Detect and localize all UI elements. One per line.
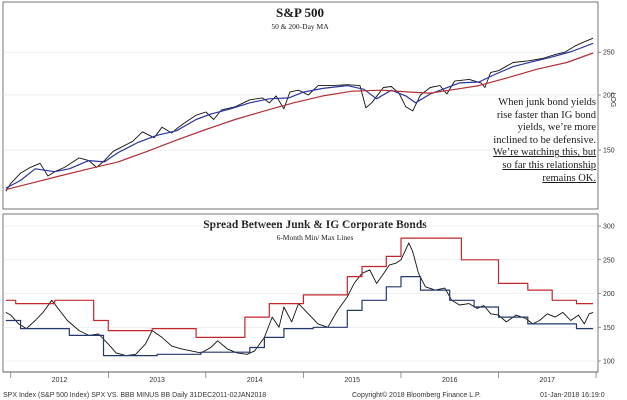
log-axis-label: LOG — [609, 93, 616, 108]
top-series-50-day-ma — [5, 42, 594, 189]
top-chart-subtitle: 50 & 200-Day MA — [271, 22, 329, 31]
annotation-text: When junk bond yields rise faster than I… — [493, 97, 596, 146]
top-y-ticks: 150 200 250 — [598, 50, 615, 155]
bottom-series — [5, 237, 594, 357]
top-panel: S&P 500 50 & 200-Day MA LOG 150 200 250 — [2, 1, 616, 210]
footer-center: Copyright© 2018 Bloomberg Finance L.P. — [352, 391, 481, 399]
bottom-series-6-month-min — [5, 276, 594, 357]
top-tick-label-2: 250 — [603, 50, 615, 57]
top-chart-title: S&P 500 — [276, 5, 324, 20]
bottom-chart-subtitle: 6-Month Min/ Max Lines — [277, 233, 354, 242]
x-axis: 2012 2013 2014 2015 2016 2017 — [3, 371, 598, 384]
annotation-box: When junk bond yields rise faster than I… — [488, 97, 596, 185]
annotation-underlined-text: We’re watching this, but so far this rel… — [493, 147, 596, 184]
x-tick-label-0: 2012 — [52, 377, 68, 384]
bottom-tick-label-0: 100 — [603, 359, 615, 366]
bottom-tick-label-3: 250 — [603, 257, 615, 264]
top-series-price — [5, 37, 594, 192]
footer-left: SPX Index (S&P 500 Index) SPX VS. BBB MI… — [3, 392, 266, 399]
x-tick-label-4: 2016 — [442, 377, 458, 384]
bottom-tick-label-4: 300 — [603, 224, 615, 231]
bottom-series-6-month-max — [5, 237, 594, 338]
bottom-series-spread — [5, 242, 594, 357]
top-tick-label-1: 200 — [603, 92, 615, 99]
x-tick-label-1: 2013 — [149, 377, 165, 384]
top-series-200-day-ma — [5, 52, 594, 191]
bottom-y-ticks: 100 150 200 250 300 — [598, 224, 615, 366]
top-gridlines — [3, 51, 598, 151]
x-tick-label-2: 2014 — [247, 377, 263, 384]
bottom-chart-title: Spread Between Junk & IG Corporate Bonds — [203, 219, 427, 231]
bottom-tick-label-1: 150 — [603, 325, 615, 332]
top-panel-frame — [2, 1, 599, 210]
bottom-panel: Spread Between Junk & IG Corporate Bonds… — [2, 213, 615, 373]
top-series — [5, 37, 594, 192]
footer-right: 01-Jan-2018 16:19:0 — [540, 392, 605, 399]
footer: SPX Index (S&P 500 Index) SPX VS. BBB MI… — [3, 391, 605, 399]
x-tick-label-5: 2017 — [539, 377, 555, 384]
bottom-gridlines — [3, 225, 598, 362]
top-tick-label-0: 150 — [603, 148, 615, 155]
x-tick-label-3: 2015 — [344, 377, 360, 384]
bottom-tick-label-2: 200 — [603, 291, 615, 298]
